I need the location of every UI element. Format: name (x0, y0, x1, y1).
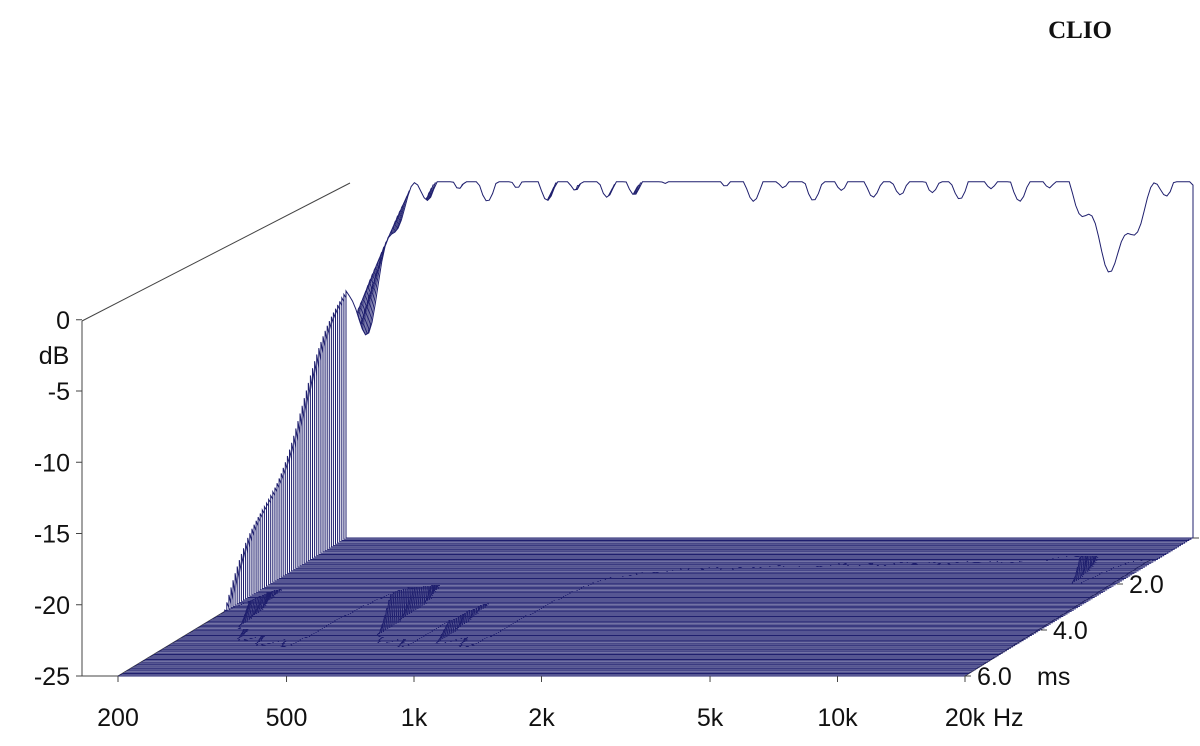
x-tick-label: 2k (528, 704, 555, 732)
x-tick-label: 20k (945, 704, 986, 732)
x-tick-label: 5k (697, 704, 724, 732)
x-tick-label: 500 (266, 704, 308, 732)
y-tick-label: -15 (34, 521, 70, 549)
x-tick-label: 200 (97, 704, 139, 732)
waterfall-traces (118, 181, 1194, 677)
y-tick-label: -5 (48, 378, 70, 406)
y-axis-unit: dB (39, 342, 70, 370)
time-tick-label: 4.0 (1053, 617, 1088, 645)
axis-labels: 2005001k2k5k10k20kHz0-5-10-15-20-25dB0.0… (34, 307, 1164, 732)
top-left-edge (81, 182, 351, 322)
decay-trace (170, 631, 1018, 645)
y-tick-label: -25 (34, 663, 70, 691)
time-tick-label: 2.0 (1129, 571, 1164, 599)
x-tick-label: 1k (401, 704, 428, 732)
y-tick-label: 0 (56, 307, 70, 335)
y-tick-label: -10 (34, 449, 70, 477)
time-axis-unit: ms (1037, 663, 1070, 691)
y-tick-label: -20 (34, 592, 70, 620)
time-tick-label: 6.0 (977, 663, 1012, 691)
decay-trace (168, 638, 1016, 647)
decay-trace (166, 643, 1014, 648)
decay-trace (345, 181, 1194, 539)
brand-logo: CLIO (1048, 17, 1112, 44)
x-tick-label: 10k (817, 704, 858, 732)
x-axis-unit: Hz (993, 704, 1024, 732)
axis-ticks (76, 319, 1199, 682)
